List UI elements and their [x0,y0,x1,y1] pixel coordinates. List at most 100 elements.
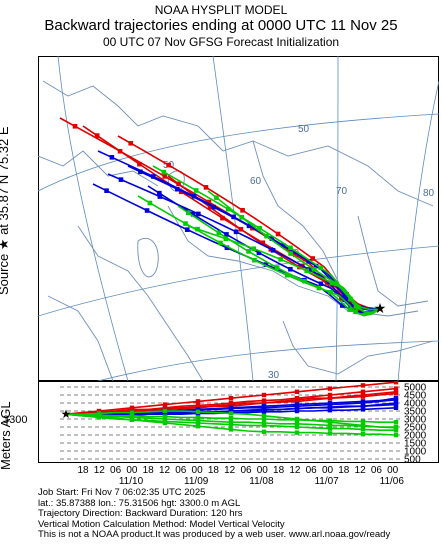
job-coords: lat.: 35.87388 lon.: 75.31506 hgt: 3300.… [38,497,241,509]
y-tick-label: 1500 [404,439,427,450]
height-point [162,406,168,411]
height-point [360,432,366,437]
trajectory-point [311,267,317,272]
x-tick-label: 00 [322,465,334,476]
x-tick-label: 00 [387,465,399,476]
lon-line-70 [335,56,339,381]
height-point [162,416,168,422]
trajectory-point [175,186,180,192]
height-point [327,408,333,413]
trajectory-point [284,272,290,278]
height-point [162,420,168,426]
height-point [327,386,333,391]
x-date-label: 11/06 [380,476,405,485]
lon-line-50 [57,56,129,381]
trajectory-point [94,133,100,138]
trajectory-point [190,212,196,217]
lon-label-80: 80 [423,188,435,199]
x-tick-label: 00 [126,465,138,476]
height-point [294,408,300,414]
height-point [360,392,366,398]
trajectory-point [157,194,163,199]
y-tick-label: 3000 [404,415,427,426]
trajectory-point [342,293,347,298]
height-point [261,398,267,403]
height-point [294,402,300,407]
height-point [261,408,267,413]
x-date-label: 11/07 [314,476,339,485]
x-tick-label: 12 [224,465,236,476]
x-tick-label: 06 [306,465,318,476]
trajectory-point [246,223,252,229]
height-point [195,407,201,412]
height-point [162,408,168,414]
trajectory-point [137,161,142,167]
trajectory-point [238,226,244,232]
lon-label-60: 60 [250,176,262,187]
height-point [228,402,234,407]
trajectory-point [306,267,312,272]
trajectory-point [274,265,280,270]
trajectory-point [318,281,324,287]
map-frame [38,56,439,381]
height-point [360,423,366,428]
height-profile-chart: 500045004000350030002500200015001000500 … [38,381,439,485]
trajectory-point [162,174,168,179]
height-point [228,420,234,425]
chart-subtitle: 00 UTC 07 Nov GFSG Forecast Initializati… [102,35,340,49]
height-source-star-icon: ★ [61,407,72,421]
trajectory-point [264,233,269,239]
trajectory-point [340,303,345,308]
trajectory-point [270,248,276,253]
trajectory-map: 50 40 30 50 60 70 80 ★ [38,56,439,381]
height-point [228,396,234,401]
trajectory-point [193,188,199,193]
trajectory-point [184,227,190,232]
trajectory-point [288,266,293,272]
trajectory-point [104,188,109,193]
time-tick-labels: 18 12 06 00 18 12 06 00 18 12 06 00 18 12 06 00 18 12 06 00 [77,465,398,476]
height-point [327,396,333,401]
trajectory-point [302,278,307,284]
x-tick-label: 06 [371,465,383,476]
height-point [294,430,300,435]
trajectory-point [176,181,181,187]
trajectory-path [137,195,381,315]
source-lon: 75.32 E [0,126,11,172]
height-point [360,407,366,412]
trajectory-path [187,225,381,313]
trajectory-point [183,221,188,226]
trajectory-point [353,304,359,309]
height-point [228,408,234,414]
height-point [360,399,366,404]
x-date-label: 11/09 [184,476,209,485]
height-point [327,405,333,410]
height-point [228,427,234,432]
trajectory-point [225,206,231,212]
height-point [162,412,168,417]
border-kz [252,140,339,282]
height-point [294,421,300,426]
x-tick-label: 12 [289,465,301,476]
trajectory-point [310,256,316,261]
height-point [393,405,399,410]
border-west [38,150,159,187]
trajectory-point [185,210,191,216]
height-point [393,386,399,391]
source-lat: 35.87 N [0,175,11,221]
map-trajectories [59,117,381,317]
trajectory-point [166,162,171,168]
trajectory-point [118,177,124,182]
trajectory-point [218,240,223,246]
trajectory-point [220,215,225,221]
height-point [393,420,399,425]
height-point [261,400,267,406]
height-point [261,413,267,418]
height-point [294,406,300,411]
trajectory-point [351,304,357,310]
height-point [360,404,366,409]
trajectory-point [72,123,78,129]
graticule [38,56,439,381]
border-south [282,320,434,375]
height-point [195,409,201,414]
